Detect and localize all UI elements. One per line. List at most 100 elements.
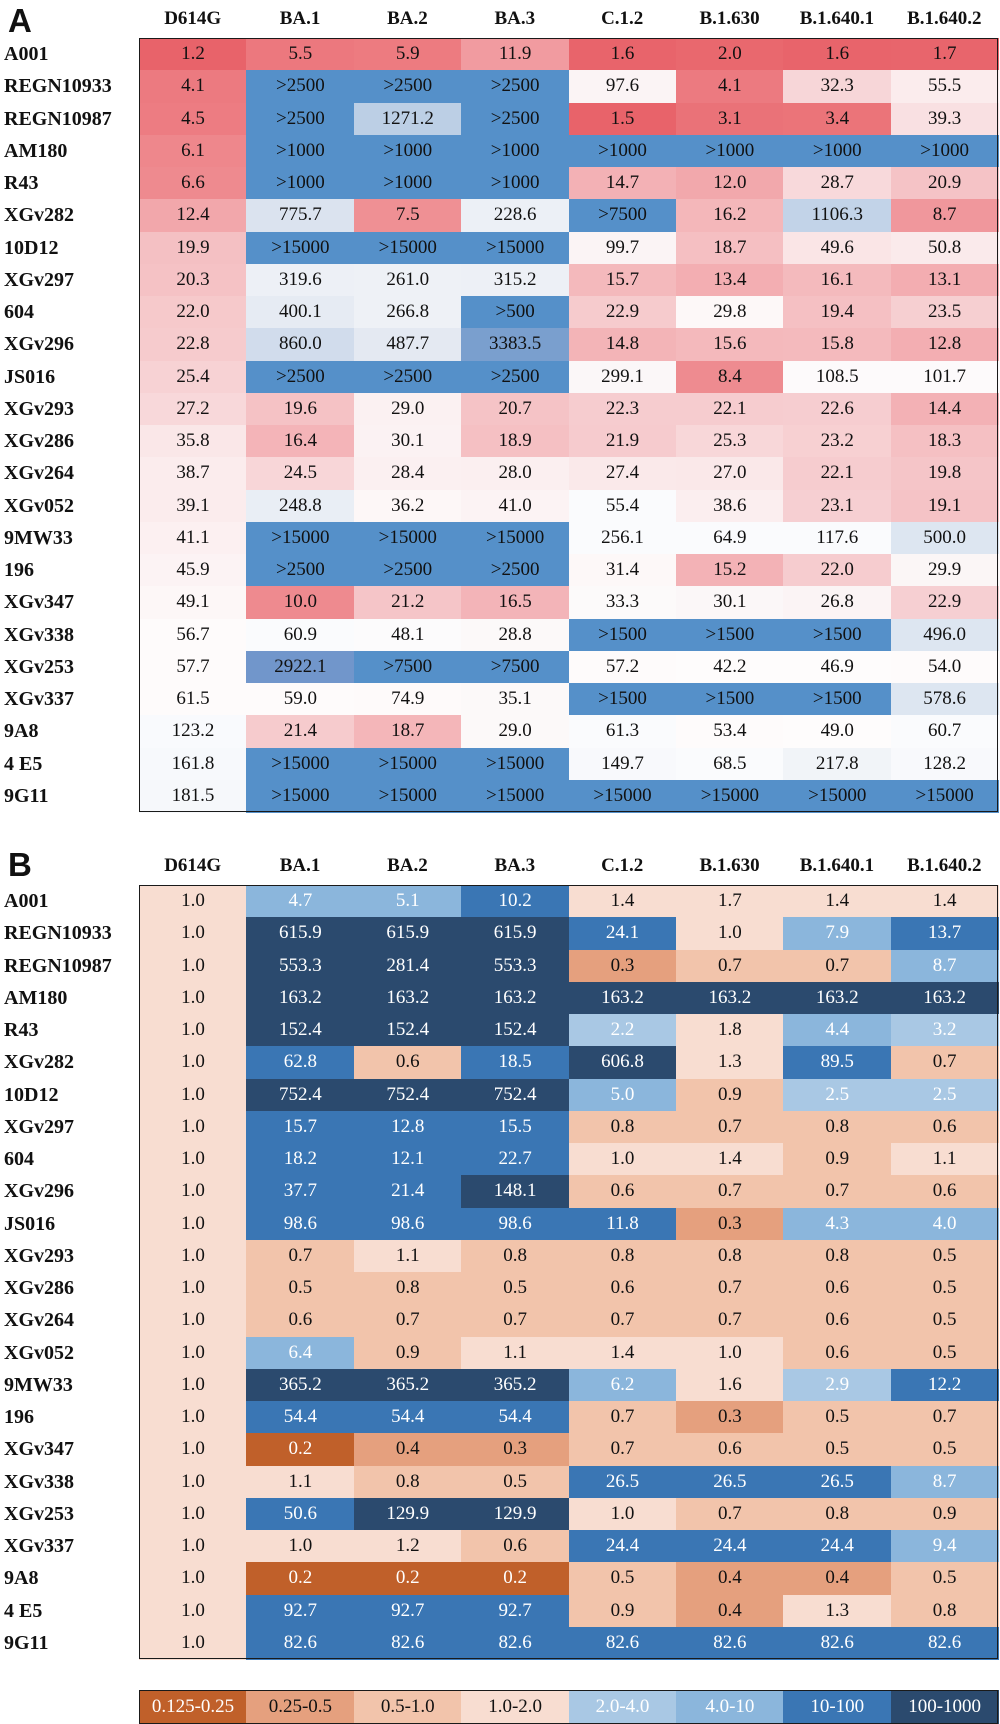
heatmap-cell: 152.4 [461, 1014, 570, 1047]
row-label: JS016 [4, 1212, 56, 1235]
heatmap-cell: 1106.3 [783, 199, 892, 233]
heatmap-cell: 0.6 [783, 1336, 892, 1370]
row-label: 9MW33 [4, 1373, 73, 1396]
heatmap-cell: 161.8 [139, 747, 247, 781]
heatmap-cell: 615.9 [353, 917, 462, 951]
heatmap-cell: 29.9 [890, 554, 999, 587]
heatmap-cell: 22.1 [675, 392, 784, 426]
heatmap-cell: 0.8 [353, 1272, 462, 1305]
legend-bin: 4.0-10 [675, 1690, 784, 1724]
heatmap-cell: 26.5 [568, 1465, 677, 1499]
heatmap-cell: 1.4 [675, 1143, 784, 1176]
column-header: BA.2 [387, 8, 428, 29]
column-header: B.1.640.1 [799, 855, 875, 876]
heatmap-cell: 8.7 [890, 949, 999, 983]
heatmap-cell: 0.6 [675, 1433, 784, 1467]
heatmap-cell: 89.5 [783, 1046, 892, 1080]
heatmap-cell: >15000 [461, 521, 570, 555]
heatmap-cell: >15000 [461, 779, 570, 813]
heatmap-cell: 1.0 [139, 1626, 247, 1660]
heatmap-cell: 15.6 [675, 328, 784, 362]
heatmap-cell: 30.1 [675, 586, 784, 620]
heatmap-cell: 48.1 [353, 618, 462, 652]
column-header: D614G [164, 855, 222, 876]
heatmap-cell: 13.1 [890, 263, 999, 297]
heatmap-cell: 0.5 [461, 1272, 570, 1305]
heatmap-cell: 0.9 [568, 1594, 677, 1628]
row-label: AM180 [4, 139, 68, 162]
heatmap-cell: 12.0 [675, 167, 784, 200]
heatmap-cell: 11.8 [568, 1207, 677, 1241]
column-header: B.1.630 [699, 855, 760, 876]
heatmap-cell: 98.6 [461, 1207, 570, 1241]
row-label: XGv264 [4, 1309, 74, 1332]
heatmap-cell: 49.6 [783, 231, 892, 265]
row-label: REGN10933 [4, 922, 112, 945]
heatmap-cell: >2500 [461, 554, 570, 587]
heatmap-cell: 281.4 [353, 949, 462, 983]
heatmap-cell: 38.6 [675, 489, 784, 523]
heatmap-cell: >1500 [675, 618, 784, 652]
heatmap-cell: 60.7 [890, 715, 999, 749]
heatmap-cell: 26.5 [783, 1465, 892, 1499]
legend-bin: 0.25-0.5 [246, 1690, 355, 1724]
heatmap-cell: 10.2 [461, 885, 570, 918]
heatmap-cell: 152.4 [353, 1014, 462, 1047]
heatmap-cell: 0.6 [568, 1272, 677, 1305]
heatmap-cell: >1000 [246, 134, 355, 168]
heatmap-cell: 0.4 [353, 1433, 462, 1467]
row-label: XGv286 [4, 430, 74, 452]
heatmap-cell: 24.1 [568, 917, 677, 951]
heatmap-cell: 4.0 [890, 1207, 999, 1241]
heatmap-cell: >15000 [353, 747, 462, 781]
heatmap-cell: 82.6 [675, 1626, 784, 1660]
heatmap-cell: 16.2 [675, 199, 784, 233]
row-label: XGv297 [4, 1115, 74, 1138]
heatmap-cell: >2500 [246, 102, 355, 136]
heatmap-cell: 0.6 [568, 1175, 677, 1209]
heatmap-cell: 3.2 [890, 1014, 999, 1047]
heatmap-cell: 41.0 [461, 489, 570, 523]
heatmap-cell: 16.4 [246, 425, 355, 458]
row-label: A001 [4, 43, 49, 65]
heatmap-cell: 0.5 [890, 1336, 999, 1370]
heatmap-cell: 8.7 [890, 1465, 999, 1499]
heatmap-cell: 19.4 [783, 296, 892, 329]
heatmap-cell: 82.6 [568, 1626, 677, 1660]
heatmap-cell: 0.8 [783, 1497, 892, 1531]
heatmap-cell: 8.4 [675, 360, 784, 394]
heatmap-cell: 163.2 [783, 981, 892, 1015]
heatmap-cell: 39.3 [890, 102, 999, 136]
heatmap-cell: >2500 [461, 70, 570, 104]
row-label: R43 [4, 1019, 39, 1041]
heatmap-cell: >15000 [246, 779, 355, 813]
heatmap-cell: 28.7 [783, 167, 892, 200]
heatmap-cell: 22.0 [783, 554, 892, 587]
heatmap-cell: 496.0 [890, 618, 999, 652]
legend-bin: 2.0-4.0 [568, 1690, 677, 1724]
heatmap-cell: 18.3 [890, 425, 999, 458]
heatmap-cell: 129.9 [461, 1497, 570, 1531]
heatmap-cell: 15.7 [246, 1110, 355, 1144]
heatmap-cell: 22.6 [783, 392, 892, 426]
heatmap-cell: 163.2 [461, 981, 570, 1015]
heatmap-cell: 0.4 [675, 1594, 784, 1628]
heatmap-cell: 4.7 [246, 885, 355, 918]
heatmap-cell: 25.4 [139, 360, 247, 394]
row-label: XGv296 [4, 1180, 74, 1203]
row-label: XGv253 [4, 1502, 74, 1525]
column-header: B.1.630 [699, 8, 760, 29]
heatmap-cell: 24.4 [675, 1530, 784, 1563]
heatmap-cell: 1.0 [139, 1594, 247, 1628]
heatmap-cell: 2.9 [783, 1368, 892, 1402]
heatmap-cell: 0.5 [890, 1239, 999, 1273]
heatmap-cell: 0.7 [890, 1046, 999, 1080]
column-header: BA.3 [494, 8, 536, 29]
heatmap-cell: 248.8 [246, 489, 355, 523]
heatmap-cell: 0.3 [568, 949, 677, 983]
row-label: 196 [4, 559, 34, 581]
heatmap-cell: 163.2 [568, 981, 677, 1015]
row-label: REGN10987 [4, 107, 112, 130]
heatmap-cell: 62.8 [246, 1046, 355, 1080]
heatmap-cell: 0.8 [783, 1239, 892, 1273]
